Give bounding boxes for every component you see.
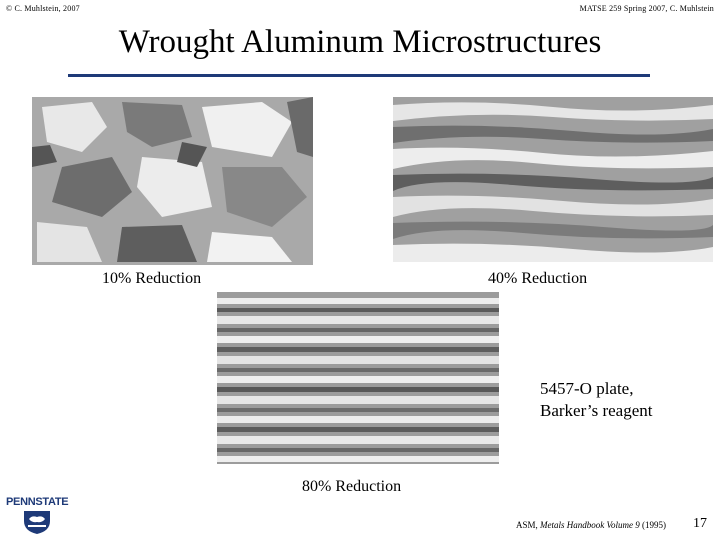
citation: ASM, Metals Handbook Volume 9 (1995) xyxy=(516,520,666,530)
slide-title: Wrought Aluminum Microstructures xyxy=(118,24,602,60)
citation-prefix: ASM, xyxy=(516,520,541,530)
label-40-reduction: 40% Reduction xyxy=(488,270,588,287)
plate-note-line2: Barker’s reagent xyxy=(540,401,653,420)
pennstate-logo: PENNSTATE xyxy=(6,496,69,536)
citation-book: Metals Handbook Volume 9 xyxy=(540,520,640,530)
page-number: 17 xyxy=(693,516,707,531)
plate-note-line1: 5457-O plate, xyxy=(540,379,634,398)
header-course: MATSE 259 Spring 2007, C. Muhlstein xyxy=(579,4,714,13)
pennstate-logo-text: PENNSTATE xyxy=(6,496,69,508)
micrograph-80-reduction xyxy=(217,292,499,464)
micrograph-40-reduction xyxy=(393,97,713,262)
citation-suffix: (1995) xyxy=(639,520,666,530)
micrograph-10-reduction xyxy=(32,97,313,265)
title-rule xyxy=(68,74,650,77)
label-80-reduction: 80% Reduction xyxy=(302,478,402,495)
nittany-lion-shield-icon xyxy=(24,511,50,534)
header-copyright: © C. Muhlstein, 2007 xyxy=(6,4,80,13)
plate-note: 5457-O plate, Barker’s reagent xyxy=(540,378,653,422)
label-10-reduction: 10% Reduction xyxy=(102,270,202,287)
